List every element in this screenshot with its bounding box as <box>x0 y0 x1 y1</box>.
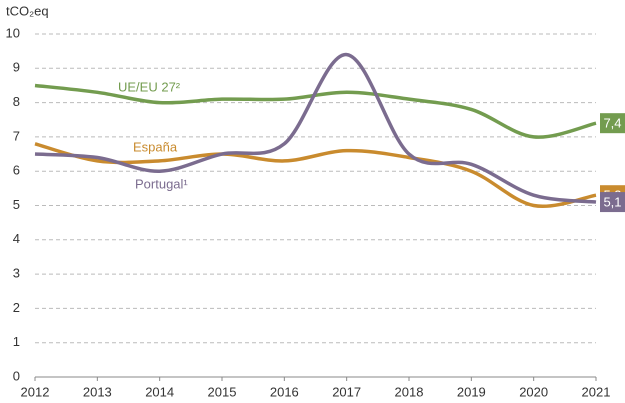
series-label: España <box>133 139 178 154</box>
y-tick-label: 3 <box>13 266 20 281</box>
value-label: 5,1 <box>603 195 621 210</box>
y-tick-label: 5 <box>13 197 20 212</box>
y-tick-label: 1 <box>13 334 20 349</box>
series-label: Portugal¹ <box>135 176 188 191</box>
y-axis-label: tCO₂eq <box>6 3 49 18</box>
series-label: UE/EU 27² <box>118 79 181 94</box>
series-line <box>34 142 597 209</box>
x-tick-label: 2019 <box>457 384 486 399</box>
x-tick-label: 2021 <box>582 384 611 399</box>
y-tick-label: 4 <box>13 231 20 246</box>
value-label-box <box>600 192 625 213</box>
series-line <box>34 52 597 204</box>
y-tick-label: 8 <box>13 94 20 109</box>
value-label-box <box>600 113 625 134</box>
y-tick-label: 7 <box>13 128 20 143</box>
y-tick-label: 0 <box>13 368 20 383</box>
x-tick-label: 2013 <box>83 384 112 399</box>
x-tick-label: 2015 <box>208 384 237 399</box>
x-tick-label: 2016 <box>270 384 299 399</box>
x-tick-label: 2012 <box>21 384 50 399</box>
y-tick-label: 10 <box>6 25 20 40</box>
y-tick-label: 6 <box>13 163 20 178</box>
x-tick-label: 2020 <box>519 384 548 399</box>
x-tick-label: 2018 <box>395 384 424 399</box>
value-label: 7,4 <box>603 116 621 131</box>
series-line <box>34 83 597 139</box>
x-tick-label: 2014 <box>145 384 174 399</box>
y-tick-label: 2 <box>13 300 20 315</box>
x-tick-label: 2017 <box>332 384 361 399</box>
y-tick-label: 9 <box>13 60 20 75</box>
